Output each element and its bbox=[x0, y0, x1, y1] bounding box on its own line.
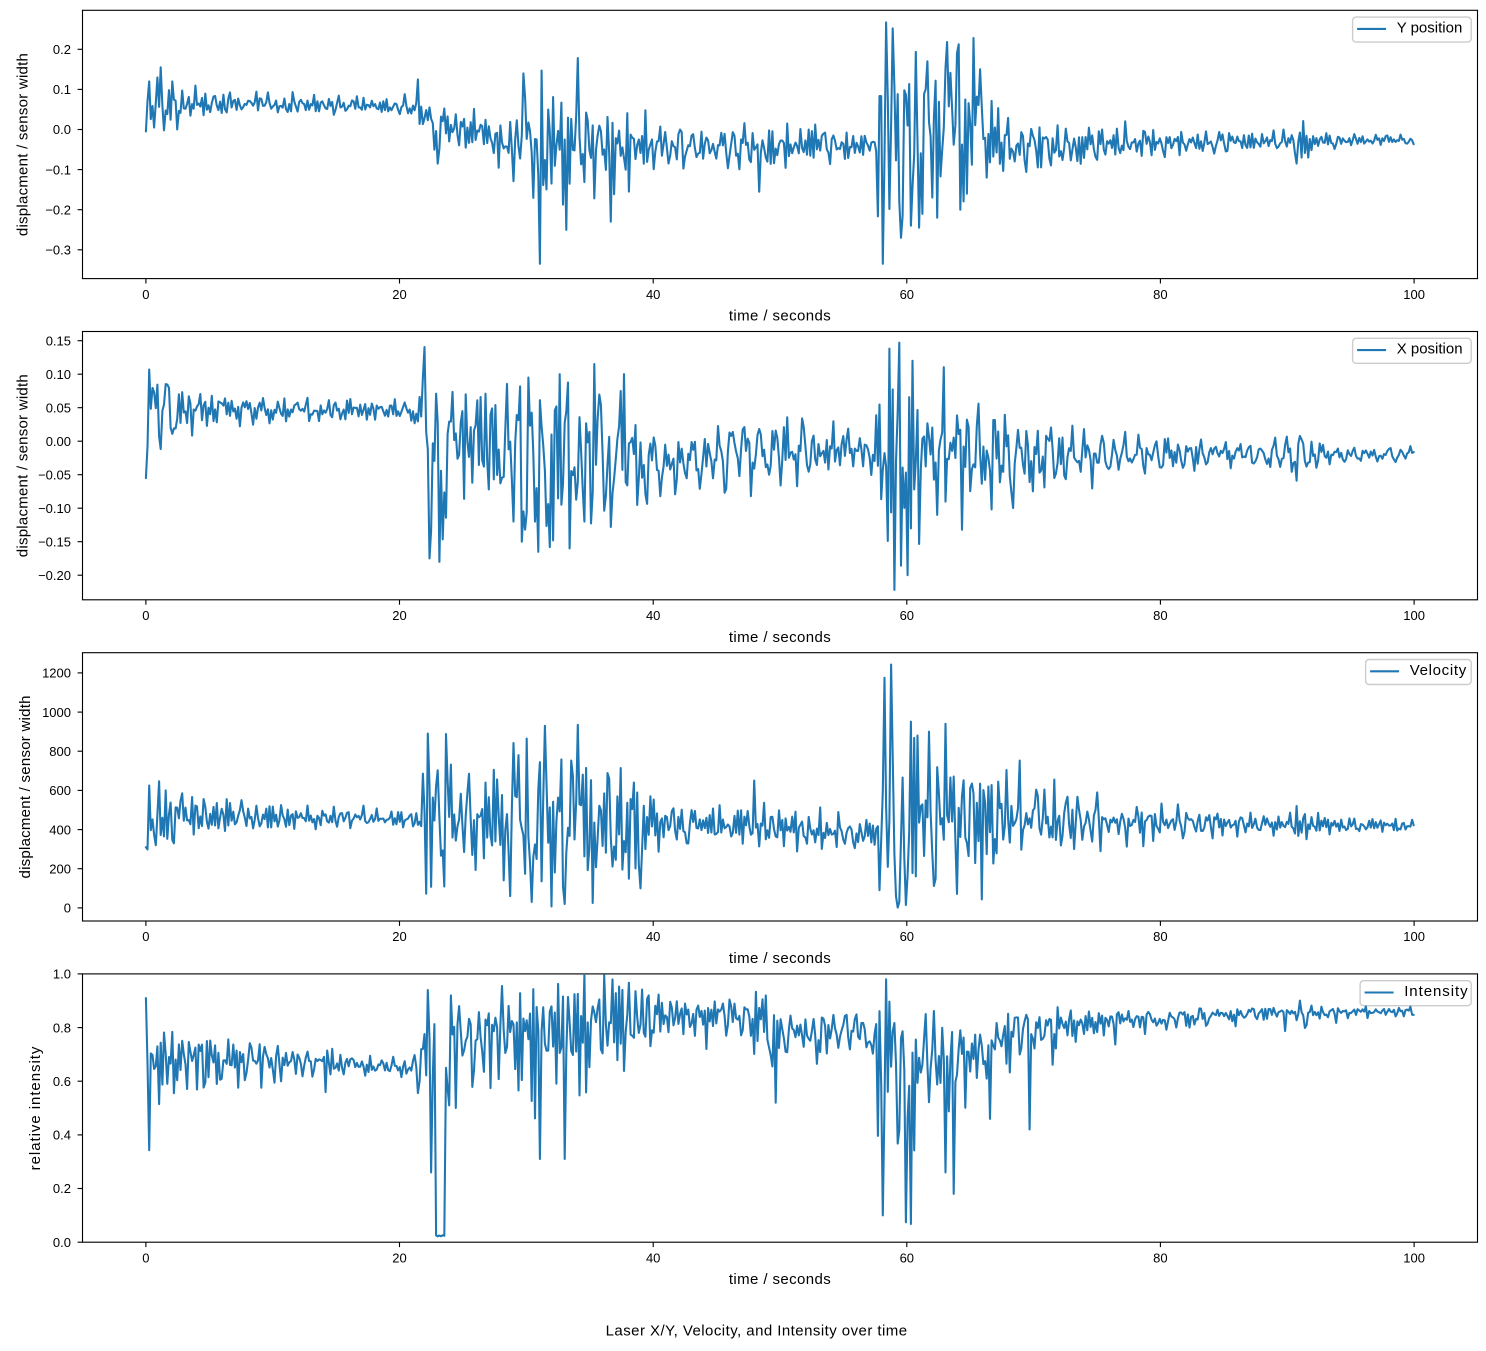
svg-text:0.6: 0.6 bbox=[53, 1074, 71, 1089]
svg-text:0.2: 0.2 bbox=[53, 1181, 71, 1196]
svg-text:1200: 1200 bbox=[42, 666, 71, 681]
svg-text:20: 20 bbox=[392, 1250, 406, 1265]
svg-text:relative intensity: relative intensity bbox=[27, 1046, 44, 1171]
svg-text:0.10: 0.10 bbox=[46, 367, 71, 382]
svg-text:600: 600 bbox=[49, 783, 71, 798]
svg-text:−0.15: −0.15 bbox=[38, 534, 71, 549]
svg-text:1000: 1000 bbox=[42, 705, 71, 720]
svg-text:0: 0 bbox=[64, 901, 71, 916]
svg-text:0.15: 0.15 bbox=[46, 333, 71, 348]
svg-text:40: 40 bbox=[646, 608, 660, 623]
svg-text:Velocity: Velocity bbox=[1410, 662, 1467, 679]
svg-text:100: 100 bbox=[1403, 929, 1425, 944]
svg-text:−0.10: −0.10 bbox=[38, 501, 71, 516]
svg-text:time / seconds: time / seconds bbox=[729, 1271, 831, 1288]
svg-text:Laser X/Y, Velocity, and Inten: Laser X/Y, Velocity, and Intensity over … bbox=[606, 1323, 908, 1340]
svg-text:800: 800 bbox=[49, 744, 71, 759]
svg-text:400: 400 bbox=[49, 822, 71, 837]
svg-text:40: 40 bbox=[646, 1250, 660, 1265]
svg-text:60: 60 bbox=[900, 608, 914, 623]
svg-text:20: 20 bbox=[392, 929, 406, 944]
svg-text:0.2: 0.2 bbox=[53, 42, 71, 57]
svg-text:100: 100 bbox=[1403, 287, 1425, 302]
svg-text:displacment / sensor width: displacment / sensor width bbox=[15, 374, 32, 557]
svg-text:0: 0 bbox=[142, 287, 149, 302]
svg-text:40: 40 bbox=[646, 287, 660, 302]
svg-text:−0.05: −0.05 bbox=[38, 467, 71, 482]
svg-text:100: 100 bbox=[1403, 1250, 1425, 1265]
svg-text:20: 20 bbox=[392, 287, 406, 302]
svg-text:Intensity: Intensity bbox=[1404, 983, 1468, 1000]
svg-text:Y position: Y position bbox=[1397, 20, 1463, 37]
svg-text:0.1: 0.1 bbox=[53, 82, 71, 97]
svg-text:100: 100 bbox=[1403, 608, 1425, 623]
svg-text:−0.2: −0.2 bbox=[45, 202, 71, 217]
svg-text:60: 60 bbox=[900, 1250, 914, 1265]
svg-text:0.4: 0.4 bbox=[53, 1128, 71, 1143]
svg-text:0.8: 0.8 bbox=[53, 1020, 71, 1035]
svg-text:1.0: 1.0 bbox=[53, 967, 71, 982]
svg-text:0.0: 0.0 bbox=[53, 122, 71, 137]
svg-text:80: 80 bbox=[1153, 1250, 1167, 1265]
svg-text:0.05: 0.05 bbox=[46, 400, 71, 415]
svg-text:−0.3: −0.3 bbox=[45, 243, 71, 258]
svg-text:80: 80 bbox=[1153, 287, 1167, 302]
svg-text:−0.1: −0.1 bbox=[45, 162, 71, 177]
svg-text:−0.20: −0.20 bbox=[38, 568, 71, 583]
svg-text:time / seconds: time / seconds bbox=[729, 308, 831, 325]
svg-text:time / seconds: time / seconds bbox=[729, 629, 831, 646]
svg-text:displacment / sensor width: displacment / sensor width bbox=[15, 53, 32, 236]
svg-text:0.0: 0.0 bbox=[53, 1235, 71, 1250]
svg-text:time / seconds: time / seconds bbox=[729, 950, 831, 967]
svg-text:60: 60 bbox=[900, 929, 914, 944]
svg-text:0: 0 bbox=[142, 1250, 149, 1265]
svg-text:0.00: 0.00 bbox=[46, 434, 71, 449]
svg-text:80: 80 bbox=[1153, 608, 1167, 623]
svg-text:80: 80 bbox=[1153, 929, 1167, 944]
svg-text:20: 20 bbox=[392, 608, 406, 623]
svg-text:40: 40 bbox=[646, 929, 660, 944]
svg-text:60: 60 bbox=[900, 287, 914, 302]
svg-text:displacment / sensor width: displacment / sensor width bbox=[17, 695, 34, 878]
svg-text:X position: X position bbox=[1397, 341, 1463, 358]
svg-text:0: 0 bbox=[142, 929, 149, 944]
svg-text:0: 0 bbox=[142, 608, 149, 623]
svg-text:200: 200 bbox=[49, 861, 71, 876]
